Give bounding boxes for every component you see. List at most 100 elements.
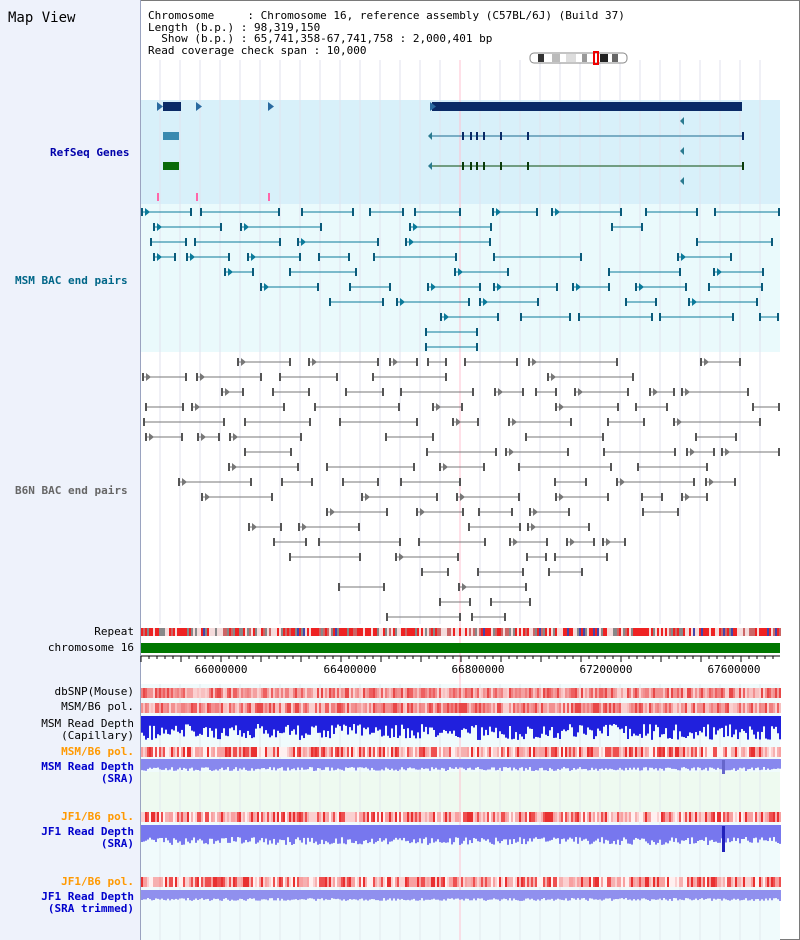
read-depth-bar (603, 825, 605, 844)
repeat-block (439, 628, 441, 636)
read-depth-bar (669, 716, 671, 738)
heat-cell (563, 747, 565, 757)
heat-cell (503, 703, 505, 713)
heat-cell (367, 703, 369, 713)
read-depth-bar (271, 890, 273, 899)
msm-bac-pair-end (645, 208, 647, 216)
read-depth-bar (691, 890, 693, 901)
heat-cell (653, 812, 655, 822)
heat-cell (491, 688, 493, 698)
read-depth-bar (449, 825, 451, 839)
b6n-bac-pair-end (426, 448, 428, 456)
heat-cell (179, 812, 181, 822)
heat-cell (415, 747, 417, 757)
heat-cell (257, 703, 259, 713)
heat-cell (287, 703, 289, 713)
heat-cell (553, 812, 555, 822)
read-depth-bar (165, 759, 167, 769)
repeat-block (563, 628, 565, 636)
read-depth-bar (469, 825, 471, 841)
read-depth-bar (767, 890, 769, 901)
msm-bac-pair-arrow (444, 313, 449, 321)
heat-cell (165, 747, 167, 757)
heat-cell (355, 877, 357, 887)
msm-bac-pair-end (569, 313, 571, 321)
read-depth-bar (767, 825, 769, 842)
heat-cell (209, 703, 211, 713)
heat-cell (647, 812, 649, 822)
heat-cell (719, 747, 721, 757)
heat-cell (409, 747, 411, 757)
heat-cell (733, 703, 735, 713)
heat-cell (773, 688, 775, 698)
heat-cell (693, 688, 695, 698)
b6n-bac-pair-arrow (709, 478, 714, 486)
read-depth-bar (291, 759, 293, 770)
read-depth-bar (539, 759, 541, 769)
heat-cell (293, 703, 295, 713)
track-label-msm-bac[interactable]: MSM BAC end pairs (15, 274, 128, 287)
read-depth-bar (201, 825, 203, 841)
repeat-block (295, 628, 297, 636)
heat-cell (391, 747, 393, 757)
heat-cell (355, 747, 357, 757)
read-depth-bar (605, 825, 607, 840)
repeat-block (355, 628, 357, 636)
read-depth-bar (743, 759, 745, 768)
repeat-block (241, 628, 243, 636)
heat-cell (371, 877, 373, 887)
heat-cell (739, 812, 741, 822)
read-depth-bar (769, 716, 771, 740)
read-depth-bar (613, 890, 615, 900)
heat-cell (181, 877, 183, 887)
read-depth-bar (209, 759, 211, 770)
read-depth-bar (145, 825, 147, 841)
read-depth-bar (633, 890, 635, 900)
read-depth-bar (193, 825, 195, 838)
track-label-refseq[interactable]: RefSeq Genes (50, 146, 130, 159)
ideogram-band (600, 54, 608, 62)
read-depth-bar (571, 759, 573, 771)
heat-cell (377, 812, 379, 822)
b6n-bac-pair-arrow (509, 448, 514, 456)
heat-cell (395, 877, 397, 887)
heat-cell (615, 812, 617, 822)
read-depth-bar (609, 825, 611, 844)
heat-cell (549, 812, 551, 822)
repeat-block (609, 628, 611, 636)
read-depth-bar (751, 759, 753, 768)
read-depth-bar (641, 890, 643, 899)
heat-cell (451, 877, 453, 887)
read-depth-bar (351, 890, 353, 900)
track-label-b6n-bac[interactable]: B6N BAC end pairs (15, 484, 128, 497)
heat-cell (361, 703, 363, 713)
read-depth-bar (227, 890, 229, 900)
heat-cell (645, 703, 647, 713)
read-depth-bar (633, 759, 635, 768)
heat-cell (779, 688, 781, 698)
read-depth-bar (197, 716, 199, 736)
heat-cell (645, 812, 647, 822)
heat-cell (415, 812, 417, 822)
heat-cell (491, 747, 493, 757)
b6n-bac-pair-arrow (620, 478, 625, 486)
heat-cell (255, 812, 257, 822)
heat-cell (243, 747, 245, 757)
read-depth-bar (141, 890, 143, 900)
refseq-arrow (196, 102, 202, 111)
heat-cell (393, 877, 395, 887)
read-depth-bar (657, 825, 659, 843)
heat-cell (481, 877, 483, 887)
read-depth-bar (271, 759, 273, 771)
heat-cell (607, 812, 609, 822)
read-depth-bar (353, 716, 355, 725)
repeat-block (725, 628, 727, 636)
read-depth-bar (209, 825, 211, 839)
heat-cell (195, 688, 197, 698)
heat-cell (211, 812, 213, 822)
msm-bac-pair-end (688, 298, 690, 306)
heat-cell (199, 747, 201, 757)
read-depth-bar (167, 890, 169, 899)
heat-cell (385, 703, 387, 713)
